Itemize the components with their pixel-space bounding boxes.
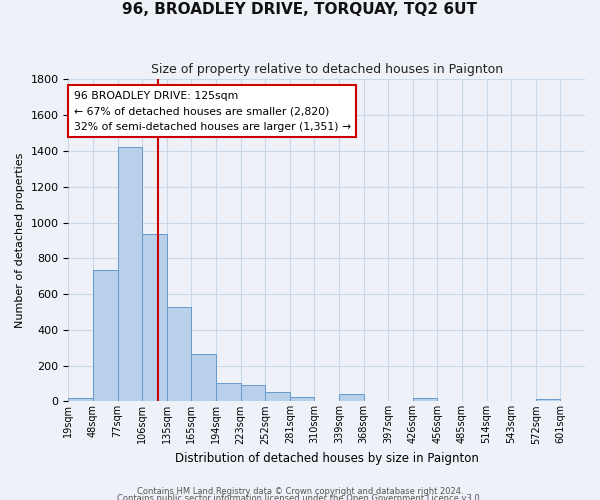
Bar [536,398,560,402]
Bar [191,354,216,402]
Bar [68,398,93,402]
Bar [216,382,241,402]
Bar [142,234,167,402]
Bar [93,270,118,402]
Bar [167,306,191,402]
X-axis label: Distribution of detached houses by size in Paignton: Distribution of detached houses by size … [175,452,479,465]
Bar [339,394,364,402]
Bar [118,148,142,402]
Bar [290,397,314,402]
Text: 96, BROADLEY DRIVE, TORQUAY, TQ2 6UT: 96, BROADLEY DRIVE, TORQUAY, TQ2 6UT [122,2,478,18]
Bar [413,398,437,402]
Bar [265,392,290,402]
Text: 96 BROADLEY DRIVE: 125sqm
← 67% of detached houses are smaller (2,820)
32% of se: 96 BROADLEY DRIVE: 125sqm ← 67% of detac… [74,90,350,132]
Bar [241,386,265,402]
Text: Contains public sector information licensed under the Open Government Licence v3: Contains public sector information licen… [118,494,482,500]
Text: Contains HM Land Registry data © Crown copyright and database right 2024.: Contains HM Land Registry data © Crown c… [137,487,463,496]
Title: Size of property relative to detached houses in Paignton: Size of property relative to detached ho… [151,62,503,76]
Y-axis label: Number of detached properties: Number of detached properties [15,152,25,328]
